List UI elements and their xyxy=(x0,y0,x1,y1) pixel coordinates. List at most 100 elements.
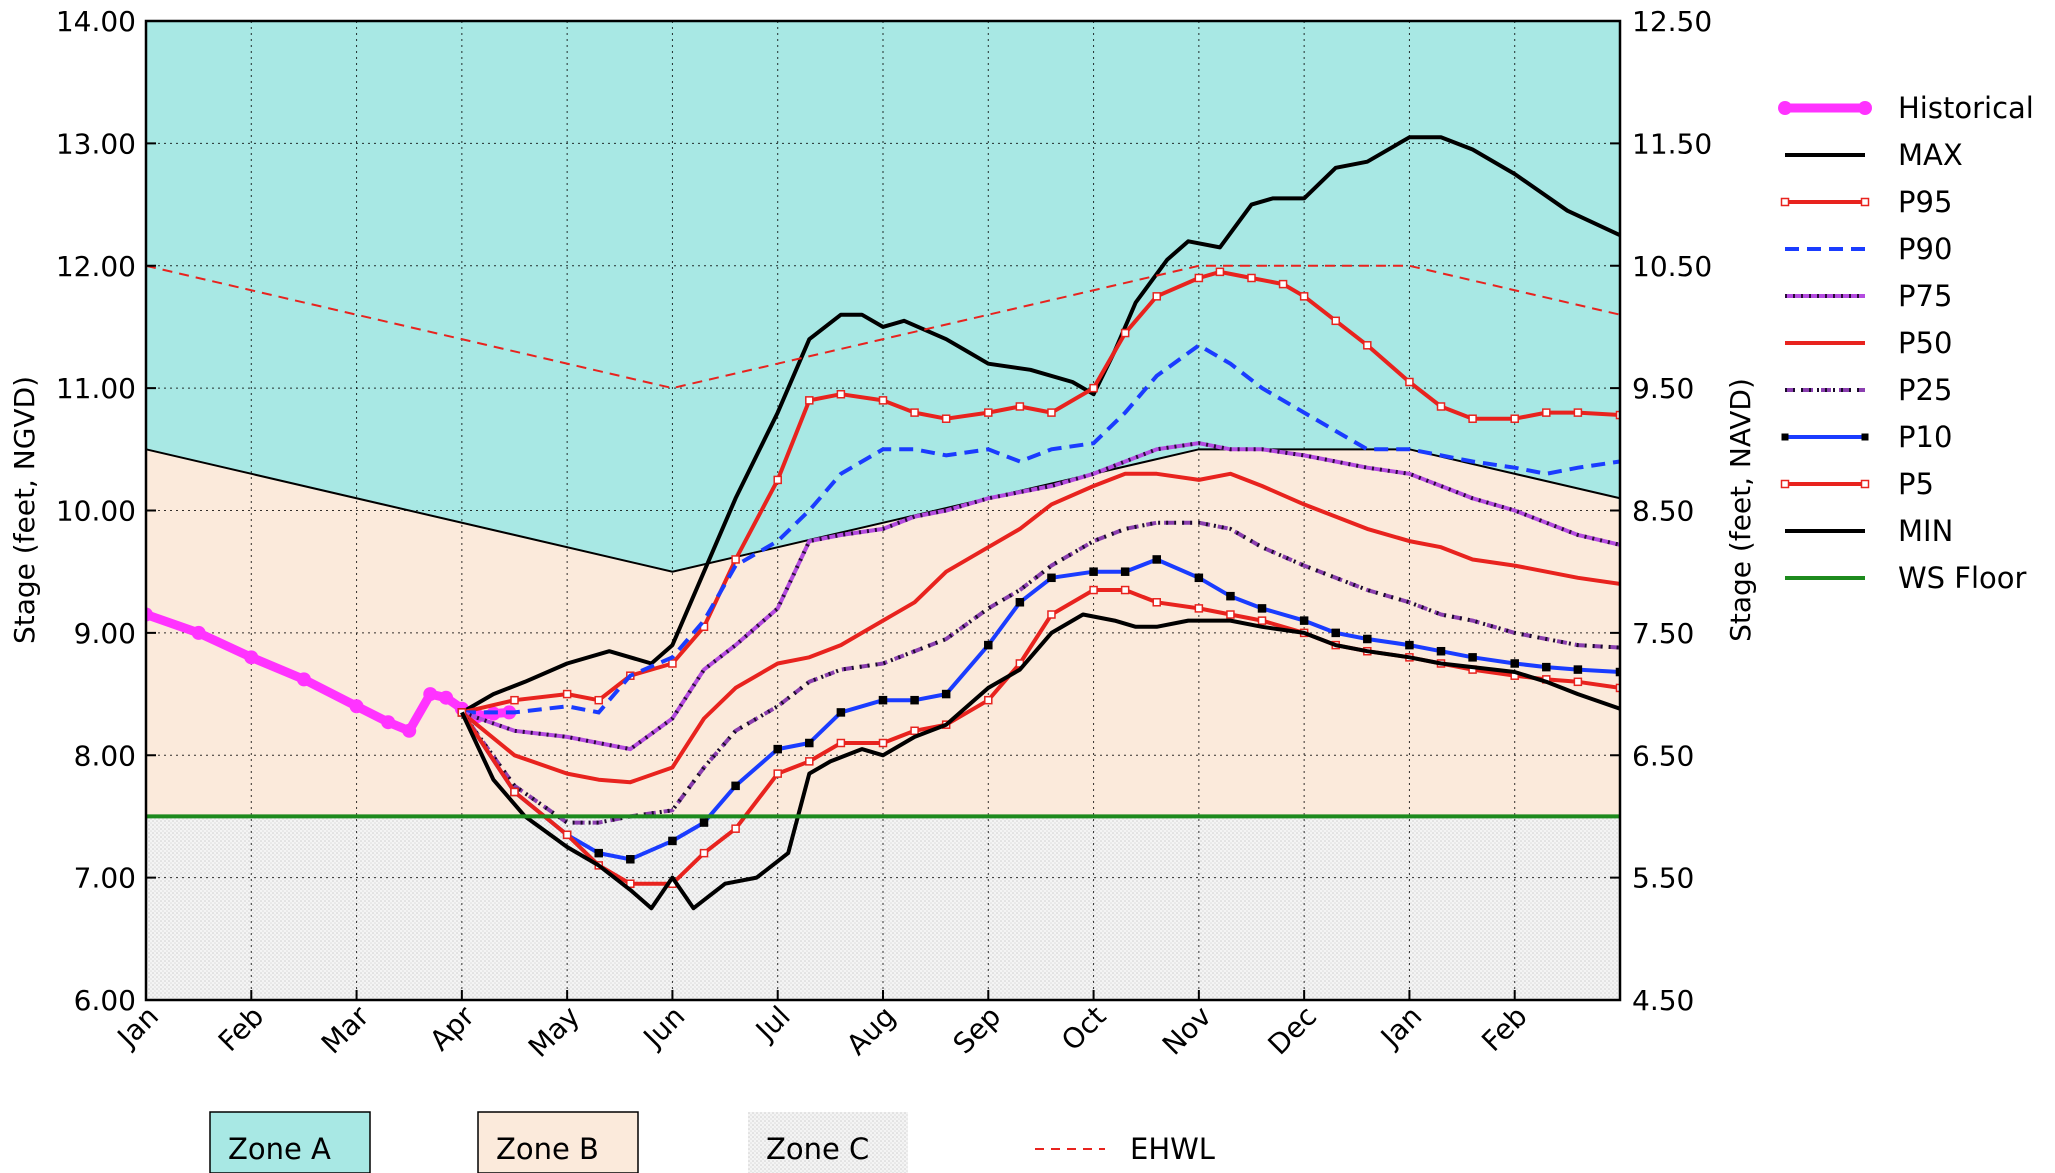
x-tick-label: Jan xyxy=(1373,1000,1428,1055)
series-marker xyxy=(510,695,519,705)
x-tick-label: Dec xyxy=(1261,1000,1323,1062)
series-marker xyxy=(1215,267,1225,277)
x-tick-label: May xyxy=(522,1000,586,1064)
series-marker xyxy=(731,781,740,791)
legend-label: P75 xyxy=(1898,279,1952,313)
zone-a-area xyxy=(146,21,1620,572)
series-point xyxy=(191,625,206,640)
series-line xyxy=(460,471,1620,785)
series-line xyxy=(460,520,1620,825)
legend-item-p10: P10 xyxy=(1781,420,1952,454)
zone-legend-swatch xyxy=(209,1111,371,1173)
series-marker xyxy=(1152,292,1161,301)
series-p75 xyxy=(461,441,1620,752)
series-marker xyxy=(1510,414,1519,423)
series-max xyxy=(460,135,1620,715)
zone-legend-item-zone-b: Zone B xyxy=(477,1111,639,1173)
zone-legend-label: Zone C xyxy=(766,1132,869,1166)
series-marker xyxy=(1047,610,1056,619)
series-marker xyxy=(1152,598,1161,607)
series-marker xyxy=(626,879,635,888)
legend-item-historical: Historical xyxy=(1778,91,2034,125)
series-marker xyxy=(1573,665,1583,674)
series-marker xyxy=(1015,402,1025,411)
y2-tick-label: 8.50 xyxy=(1632,495,1694,528)
series-line xyxy=(460,135,1620,715)
series-marker xyxy=(1089,567,1098,576)
legend-marker xyxy=(1861,433,1869,441)
legend-item-max: MAX xyxy=(1785,138,1963,172)
series-marker xyxy=(1615,683,1620,693)
series-marker xyxy=(1436,646,1446,656)
series-marker xyxy=(1120,585,1130,595)
series-point xyxy=(146,607,153,622)
series-line xyxy=(461,441,1620,752)
series-marker xyxy=(836,389,846,399)
series-marker xyxy=(984,640,993,650)
series-marker xyxy=(1436,402,1446,411)
legend-label: P90 xyxy=(1898,232,1952,266)
legend-marker xyxy=(1778,101,1792,115)
x-tick-label: Jun xyxy=(636,1000,692,1056)
series-marker xyxy=(1015,598,1025,607)
series-marker xyxy=(668,659,677,668)
zone-ab-boundary-line xyxy=(145,448,1621,573)
y-tick-label: 7.00 xyxy=(74,862,136,895)
legend-item-p50: P50 xyxy=(1785,326,1952,360)
series-marker xyxy=(1047,408,1056,417)
series-line xyxy=(461,342,1620,715)
legend: Historical MAX P95 P90 P75 P50 P25 P10 P5 MIN WS F… xyxy=(1778,91,2034,595)
legend-item-p5: P5 xyxy=(1780,467,1934,501)
series-marker xyxy=(1278,279,1288,289)
y2-tick-label: 12.50 xyxy=(1632,5,1712,38)
series xyxy=(146,135,1620,911)
x-tick-label: Feb xyxy=(212,1000,270,1058)
legend-item-p90: P90 xyxy=(1785,232,1952,266)
legend-marker xyxy=(1780,479,1790,489)
series-marker xyxy=(805,396,814,405)
series-marker xyxy=(1152,555,1161,564)
series-marker xyxy=(1363,341,1372,350)
series-marker xyxy=(773,475,782,485)
y2-axis-label: Stage (feet, NAVD) xyxy=(1724,378,1757,642)
y-tick-label: 10.00 xyxy=(56,495,136,528)
legend-label: MIN xyxy=(1898,514,1953,548)
zone-legend-item-ehwl: EHWL xyxy=(1035,1132,1215,1166)
series-marker xyxy=(1542,662,1551,672)
series-marker xyxy=(984,408,993,417)
series-marker xyxy=(1468,414,1477,423)
y2-tick-label: 9.50 xyxy=(1632,372,1694,405)
series-marker xyxy=(910,695,919,705)
zone-legend-label: Zone B xyxy=(496,1132,599,1166)
series-marker xyxy=(1226,591,1235,601)
series-marker xyxy=(1194,573,1204,583)
zone-legend: Zone A Zone B Zone C EHWL xyxy=(209,1111,1215,1173)
series-marker xyxy=(1405,640,1414,650)
series-marker xyxy=(805,757,814,766)
series-point xyxy=(244,650,259,665)
series-dots xyxy=(460,520,1620,825)
zone-legend-swatch xyxy=(748,1112,908,1173)
y2-tick-label: 7.50 xyxy=(1632,617,1694,650)
legend-item-min: MIN xyxy=(1785,514,1953,548)
series-marker xyxy=(699,848,709,858)
legend-item-p25: P25 xyxy=(1785,373,1952,407)
legend-label: P25 xyxy=(1898,373,1952,407)
series-p95 xyxy=(457,267,1620,717)
legend-item-p95: P95 xyxy=(1780,185,1952,219)
zone-legend-item-zone-c: Zone C xyxy=(748,1112,908,1173)
series-marker xyxy=(626,855,635,864)
series-marker xyxy=(1120,328,1130,338)
series-marker xyxy=(805,738,814,748)
series-marker xyxy=(731,555,740,564)
y-tick-label: 14.00 xyxy=(56,5,136,38)
series-marker xyxy=(910,726,919,736)
series-marker xyxy=(941,689,951,699)
series-marker xyxy=(1299,292,1309,301)
y2-tick-label: 11.50 xyxy=(1632,127,1712,160)
series-marker xyxy=(562,830,572,840)
series-marker xyxy=(1331,628,1340,638)
y2-tick-label: 6.50 xyxy=(1632,739,1694,772)
y-tick-label: 12.00 xyxy=(56,250,136,283)
